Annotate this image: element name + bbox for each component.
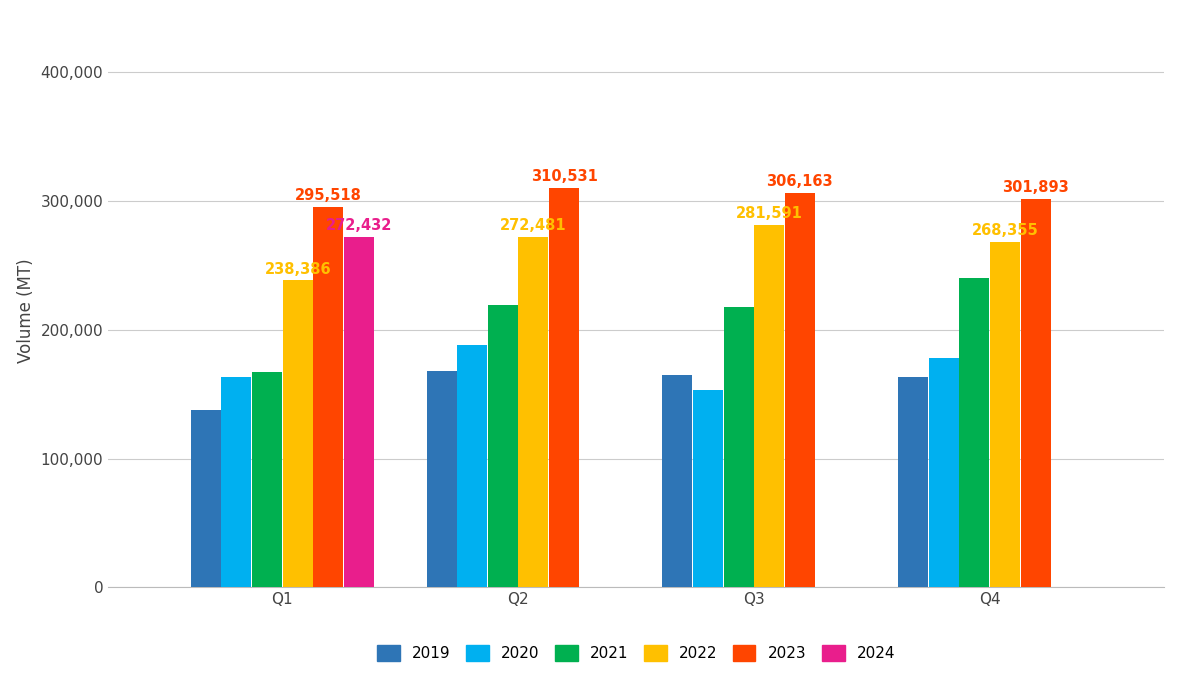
- Text: 295,518: 295,518: [295, 188, 362, 203]
- Bar: [929, 358, 959, 587]
- Bar: [959, 278, 989, 587]
- Bar: [785, 193, 815, 587]
- Bar: [1020, 198, 1050, 587]
- Bar: [518, 236, 548, 587]
- Text: 306,163: 306,163: [767, 174, 833, 189]
- Text: 281,591: 281,591: [736, 206, 803, 221]
- Bar: [222, 377, 252, 587]
- Bar: [898, 377, 928, 587]
- Bar: [457, 345, 487, 587]
- Text: 310,531: 310,531: [530, 169, 598, 184]
- Text: 301,893: 301,893: [1002, 180, 1069, 195]
- Bar: [252, 373, 282, 587]
- Bar: [692, 390, 722, 587]
- Bar: [724, 306, 754, 587]
- Bar: [426, 371, 456, 587]
- Bar: [344, 236, 374, 587]
- Text: 272,432: 272,432: [326, 218, 392, 233]
- Bar: [990, 242, 1020, 587]
- Bar: [754, 225, 784, 587]
- Bar: [550, 188, 580, 587]
- Text: 272,481: 272,481: [500, 217, 566, 233]
- Text: 268,355: 268,355: [972, 223, 1038, 238]
- Bar: [662, 375, 692, 587]
- Text: 238,386: 238,386: [264, 261, 331, 277]
- Bar: [283, 280, 313, 587]
- Y-axis label: Volume (MT): Volume (MT): [17, 259, 35, 363]
- Bar: [313, 207, 343, 587]
- Bar: [488, 305, 518, 587]
- Legend: 2019, 2020, 2021, 2022, 2023, 2024: 2019, 2020, 2021, 2022, 2023, 2024: [371, 639, 901, 668]
- Bar: [191, 410, 221, 587]
